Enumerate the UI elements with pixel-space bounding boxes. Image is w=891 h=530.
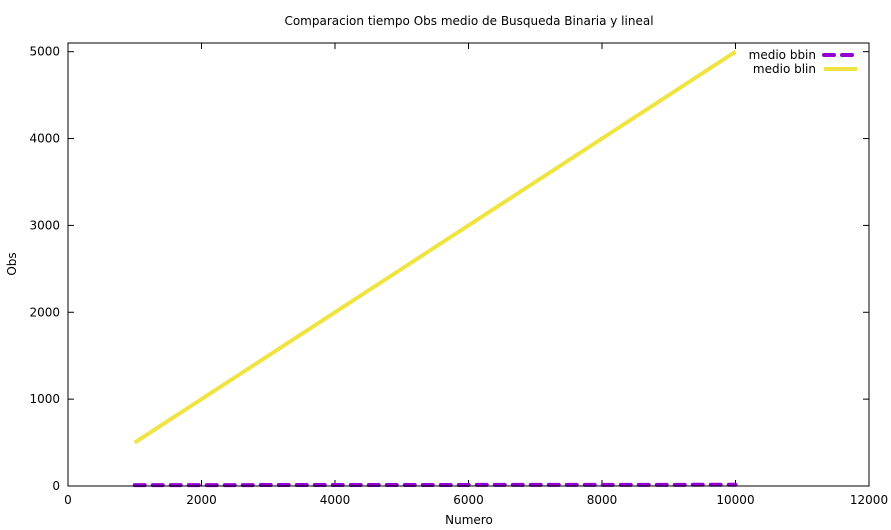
series-line-2: [133, 50, 737, 445]
chart-title: Comparacion tiempo Obs medio de Busqueda…: [284, 14, 653, 28]
y-tick-label: 3000: [29, 218, 60, 232]
legend-label: medio blin: [753, 62, 816, 76]
y-tick-label: 1000: [29, 392, 60, 406]
y-tick-label: 5000: [29, 45, 60, 59]
x-tick-label: 8000: [587, 493, 618, 507]
x-tick-label: 4000: [320, 493, 351, 507]
y-tick-label: 2000: [29, 305, 60, 319]
x-tick-label: 6000: [453, 493, 484, 507]
legend-label: medio bbin: [749, 48, 816, 62]
x-tick-label: 12000: [850, 493, 888, 507]
y-axis-label: Obs: [5, 252, 19, 275]
y-tick-label: 0: [52, 479, 60, 493]
x-axis-label: Numero: [445, 513, 493, 527]
axis-ticks: 0 2000 4000 6000 8000 10000 12000 0 1000 2000 3000…: [29, 43, 888, 507]
series-lines: [132, 50, 738, 488]
x-tick-label: 2000: [186, 493, 217, 507]
x-tick-label: 10000: [716, 493, 754, 507]
plot-frame: [67, 42, 870, 487]
x-tick-label: 0: [64, 493, 72, 507]
y-tick-label: 4000: [29, 132, 60, 146]
